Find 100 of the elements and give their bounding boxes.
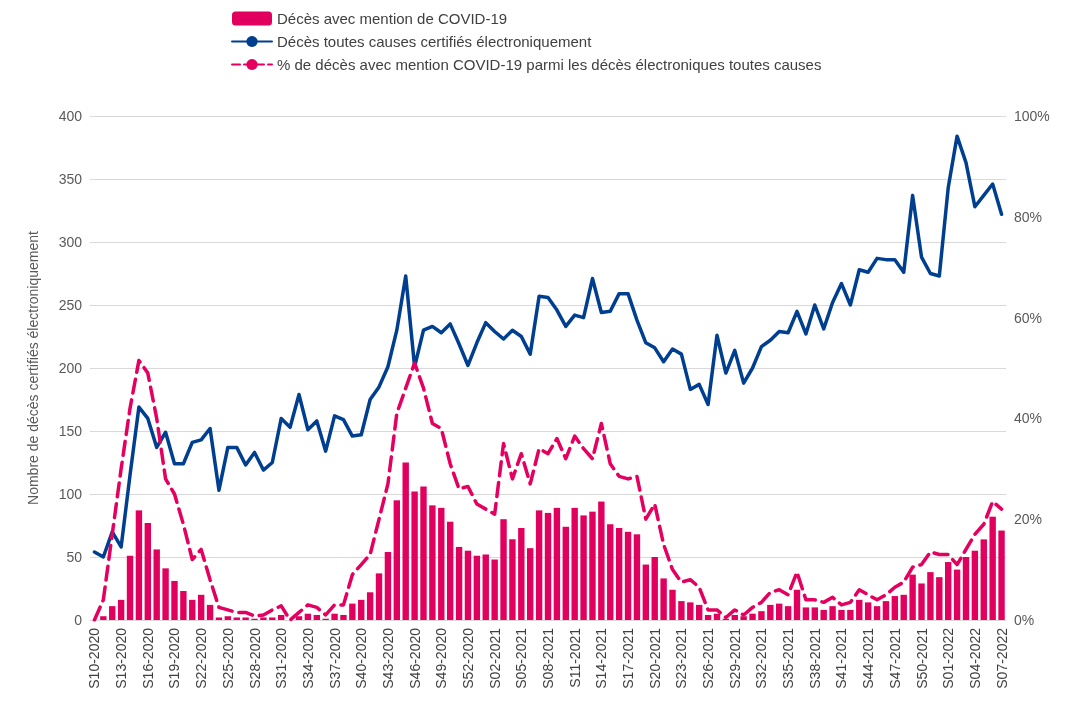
line-series bbox=[92, 134, 1004, 559]
bar bbox=[269, 617, 276, 620]
x-tick-label: S19-2020 bbox=[166, 627, 183, 689]
bar bbox=[544, 512, 552, 620]
bar bbox=[197, 594, 205, 620]
bar bbox=[642, 564, 650, 620]
y2-tick-label: 100% bbox=[1014, 108, 1050, 124]
bar bbox=[900, 594, 907, 620]
x-tick-label: S14-2021 bbox=[593, 627, 610, 689]
y2-tick-label: 80% bbox=[1014, 208, 1043, 225]
x-tick-label: S23-2021 bbox=[673, 627, 690, 689]
line-series bbox=[92, 358, 1004, 622]
x-tick-label: S02-2021 bbox=[486, 627, 503, 689]
bar bbox=[215, 617, 223, 620]
y-tick-label: 150 bbox=[58, 423, 83, 439]
bar bbox=[829, 606, 836, 620]
x-tick-label: S17-2021 bbox=[620, 627, 637, 689]
bar bbox=[971, 550, 979, 620]
bar bbox=[189, 599, 196, 620]
x-tick-label: S22-2020 bbox=[193, 627, 210, 689]
y-tick-label: 300 bbox=[58, 234, 83, 250]
x-tick-label: S05-2021 bbox=[513, 627, 530, 689]
y-tick-label: 100 bbox=[58, 486, 83, 502]
x-tick-label: S04-2022 bbox=[966, 627, 983, 689]
bar bbox=[375, 573, 383, 620]
bar bbox=[135, 510, 143, 620]
bar bbox=[455, 546, 463, 620]
x-tick-label: S29-2021 bbox=[726, 627, 743, 689]
bar bbox=[438, 507, 445, 620]
bar bbox=[535, 510, 543, 620]
legend-label: % de décès avec mention COVID-19 parmi les décès électroniques toutes causes bbox=[277, 56, 822, 73]
bar bbox=[553, 507, 561, 620]
bar bbox=[153, 549, 160, 620]
bar bbox=[580, 515, 587, 620]
bar bbox=[358, 599, 365, 620]
bar bbox=[927, 572, 934, 620]
x-tick-label: S11-2021 bbox=[566, 627, 583, 688]
bar bbox=[491, 559, 498, 620]
bar bbox=[838, 609, 845, 620]
bar bbox=[953, 569, 961, 620]
bar bbox=[393, 500, 401, 620]
x-tick-label: S25-2020 bbox=[219, 627, 236, 689]
bar bbox=[100, 616, 107, 620]
y-axis-title: Nombre de décès certifiés électroniquement bbox=[25, 230, 41, 505]
bar bbox=[473, 555, 481, 620]
x-tick-label: S46-2020 bbox=[406, 627, 423, 689]
bar bbox=[615, 528, 623, 620]
bar bbox=[936, 577, 943, 620]
x-tick-label: S49-2020 bbox=[433, 627, 450, 689]
legend-label: Décès avec mention de COVID-19 bbox=[277, 10, 508, 27]
x-tick-label: S01-2022 bbox=[940, 627, 957, 689]
y-tick-label: 0 bbox=[74, 612, 83, 628]
bar bbox=[180, 591, 187, 620]
bar bbox=[624, 531, 632, 620]
bar bbox=[864, 602, 872, 620]
x-tick-label: S34-2020 bbox=[299, 627, 316, 689]
x-tick-label: S50-2021 bbox=[913, 627, 930, 689]
bar bbox=[206, 604, 214, 620]
x-tick-label: S52-2020 bbox=[459, 627, 476, 689]
bar bbox=[242, 617, 249, 620]
bar bbox=[704, 614, 712, 620]
bar bbox=[117, 599, 125, 620]
bar bbox=[500, 519, 507, 620]
y2-tick-label: 60% bbox=[1014, 309, 1043, 326]
y-tick-label: 400 bbox=[58, 108, 83, 124]
x-tick-label: S28-2020 bbox=[246, 627, 263, 689]
bar bbox=[678, 601, 685, 620]
x-tick-label: S16-2020 bbox=[139, 627, 156, 689]
x-tick-label: S41-2021 bbox=[833, 627, 850, 689]
x-tick-label: S13-2020 bbox=[113, 627, 130, 689]
x-tick-label: S07-2022 bbox=[993, 627, 1010, 689]
bar bbox=[802, 607, 810, 620]
y-tick-label: 200 bbox=[58, 360, 83, 376]
bar bbox=[633, 534, 641, 620]
bar bbox=[420, 486, 427, 620]
x-tick-label: S20-2021 bbox=[646, 627, 663, 689]
bar bbox=[384, 551, 392, 620]
bar bbox=[340, 614, 347, 620]
bar bbox=[571, 507, 578, 620]
bar bbox=[749, 613, 756, 620]
bar bbox=[562, 526, 569, 620]
bar bbox=[224, 616, 232, 620]
bar bbox=[162, 568, 169, 620]
bar bbox=[980, 539, 987, 620]
bar bbox=[651, 557, 658, 620]
y-tick-label: 250 bbox=[58, 297, 83, 313]
bar bbox=[233, 617, 240, 620]
y2-tick-label: 40% bbox=[1014, 410, 1043, 427]
bar bbox=[607, 524, 614, 620]
bar bbox=[331, 613, 338, 620]
x-tick-label: S26-2021 bbox=[700, 627, 717, 689]
bar bbox=[446, 521, 454, 620]
bar bbox=[891, 596, 899, 620]
bar bbox=[873, 606, 881, 620]
bar bbox=[767, 604, 774, 620]
x-tick-label: S32-2021 bbox=[753, 627, 770, 689]
x-tick-label: S44-2021 bbox=[860, 627, 877, 689]
bar bbox=[402, 462, 409, 620]
x-tick-label: S35-2021 bbox=[780, 627, 797, 689]
bar bbox=[482, 554, 489, 620]
